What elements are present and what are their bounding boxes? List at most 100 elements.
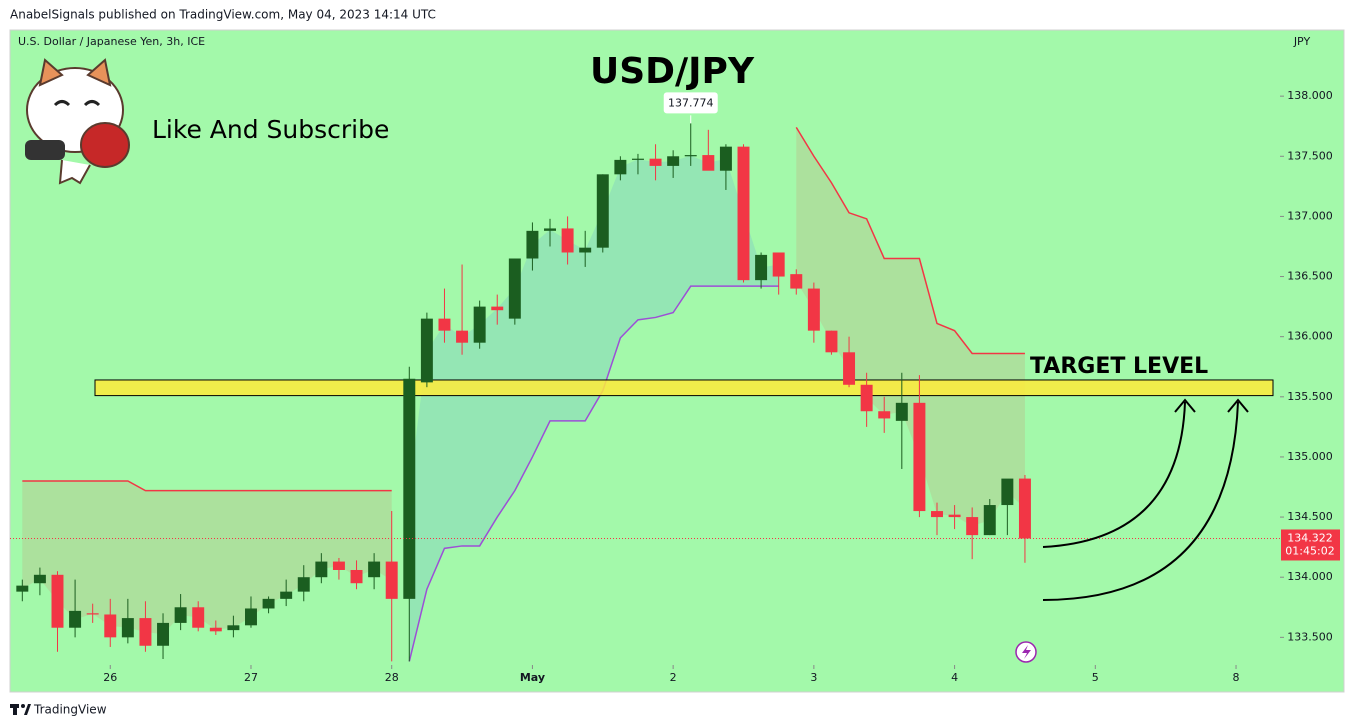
candle-body <box>772 252 785 277</box>
x-tick-label: 4 <box>951 671 958 684</box>
published-line: AnabelSignals published on TradingView.c… <box>10 8 436 22</box>
y-tick-label: 134.000 <box>1287 570 1333 583</box>
candle-body <box>737 146 750 281</box>
candle-body <box>631 158 644 160</box>
candle-body <box>790 274 803 289</box>
candle-body <box>245 608 257 626</box>
band-fill <box>409 155 779 662</box>
candle-body <box>209 627 222 632</box>
band-fill <box>22 480 392 635</box>
x-tick-label: 27 <box>244 671 258 684</box>
brand-logo <box>10 704 31 715</box>
subscribe-text: Like And Subscribe <box>152 115 389 144</box>
candle-body <box>420 318 433 383</box>
y-tick-label: 137.500 <box>1287 149 1333 162</box>
candle-body <box>684 155 697 157</box>
upper-band-line <box>22 127 1025 492</box>
symbol-label: U.S. Dollar / Japanese Yen, 3h, ICE <box>18 35 205 48</box>
candle-body <box>86 613 99 615</box>
candle-body <box>860 384 873 412</box>
chart-title: USD/JPY <box>590 51 755 92</box>
candle-body <box>983 505 996 536</box>
candle-body <box>649 158 662 166</box>
candle-body <box>139 618 152 646</box>
y-tick-label: 135.000 <box>1287 450 1333 463</box>
candle-body <box>192 607 205 628</box>
y-tick-label: 136.500 <box>1287 270 1333 283</box>
price-tag-value: 134.322 <box>1287 531 1333 544</box>
candle-body <box>913 402 926 512</box>
candle-body <box>561 228 574 253</box>
y-tick-label: 137.000 <box>1287 209 1333 222</box>
candle-body <box>69 610 82 628</box>
candle-body <box>667 156 680 166</box>
candle-body <box>473 306 486 343</box>
y-tick-label: 136.000 <box>1287 330 1333 343</box>
candle-body <box>332 561 345 570</box>
candle-body <box>966 517 979 536</box>
candle-body <box>579 247 592 253</box>
candle-body <box>843 352 856 385</box>
candle-body <box>174 607 187 623</box>
candle-body <box>368 561 381 578</box>
replay-icon[interactable] <box>1015 641 1037 663</box>
price-tag-countdown: 01:45:02 <box>1285 544 1334 557</box>
target-text: TARGET LEVEL <box>1030 354 1208 379</box>
candle-body <box>227 625 240 631</box>
candle-body <box>807 288 820 331</box>
candle-body <box>948 514 961 518</box>
candle-body <box>1001 478 1014 506</box>
candle-body <box>262 598 275 609</box>
y-tick-label: 133.500 <box>1287 630 1333 643</box>
candle-body <box>385 561 398 599</box>
x-tick-label: 5 <box>1092 671 1099 684</box>
candle-body <box>16 585 29 592</box>
price-tag <box>1281 529 1340 561</box>
x-tick-label: 26 <box>103 671 117 684</box>
arrows <box>1042 398 1249 601</box>
candle-body <box>825 330 838 353</box>
candle-body <box>702 155 715 171</box>
candle-body <box>51 574 64 628</box>
candle-body <box>456 330 469 343</box>
brand-name: TradingView <box>33 703 107 717</box>
candle-body <box>403 378 416 599</box>
candle-body <box>104 614 117 638</box>
x-tick-label: May <box>520 671 545 684</box>
y-tick-label: 135.500 <box>1287 390 1333 403</box>
candle-body <box>755 254 768 281</box>
candle-body <box>350 569 363 584</box>
y-tick-label: 134.500 <box>1287 510 1333 523</box>
mascot <box>25 58 130 185</box>
candle-body <box>544 228 556 231</box>
candle-body <box>297 577 310 592</box>
candle-body <box>526 230 539 259</box>
x-tick-label: 3 <box>810 671 817 684</box>
x-tick-label: 28 <box>385 671 399 684</box>
x-tick-label: 8 <box>1233 671 1240 684</box>
candle-body <box>508 258 521 319</box>
candle-body <box>280 591 293 599</box>
plot-area <box>10 95 1284 669</box>
x-tick-label: 2 <box>670 671 677 684</box>
high-label-box <box>663 92 718 114</box>
y-tick-label: 138.000 <box>1287 89 1333 102</box>
candle-body <box>614 159 627 175</box>
candle-body <box>878 411 891 419</box>
candle-body <box>719 146 732 171</box>
band-fill <box>796 127 1025 527</box>
candle-body <box>121 618 134 638</box>
candle-body <box>315 561 328 578</box>
high-label: 137.774 <box>668 96 714 109</box>
candle-body <box>931 511 943 518</box>
candle-body <box>157 622 170 646</box>
candle-body <box>596 174 609 248</box>
lower-band-line <box>408 285 779 662</box>
candle-body <box>438 318 451 331</box>
candle-body <box>895 402 908 421</box>
candle-body <box>1018 478 1031 539</box>
candle-body <box>33 574 46 584</box>
chart-panel <box>9 29 1345 693</box>
candle-body <box>491 306 504 311</box>
